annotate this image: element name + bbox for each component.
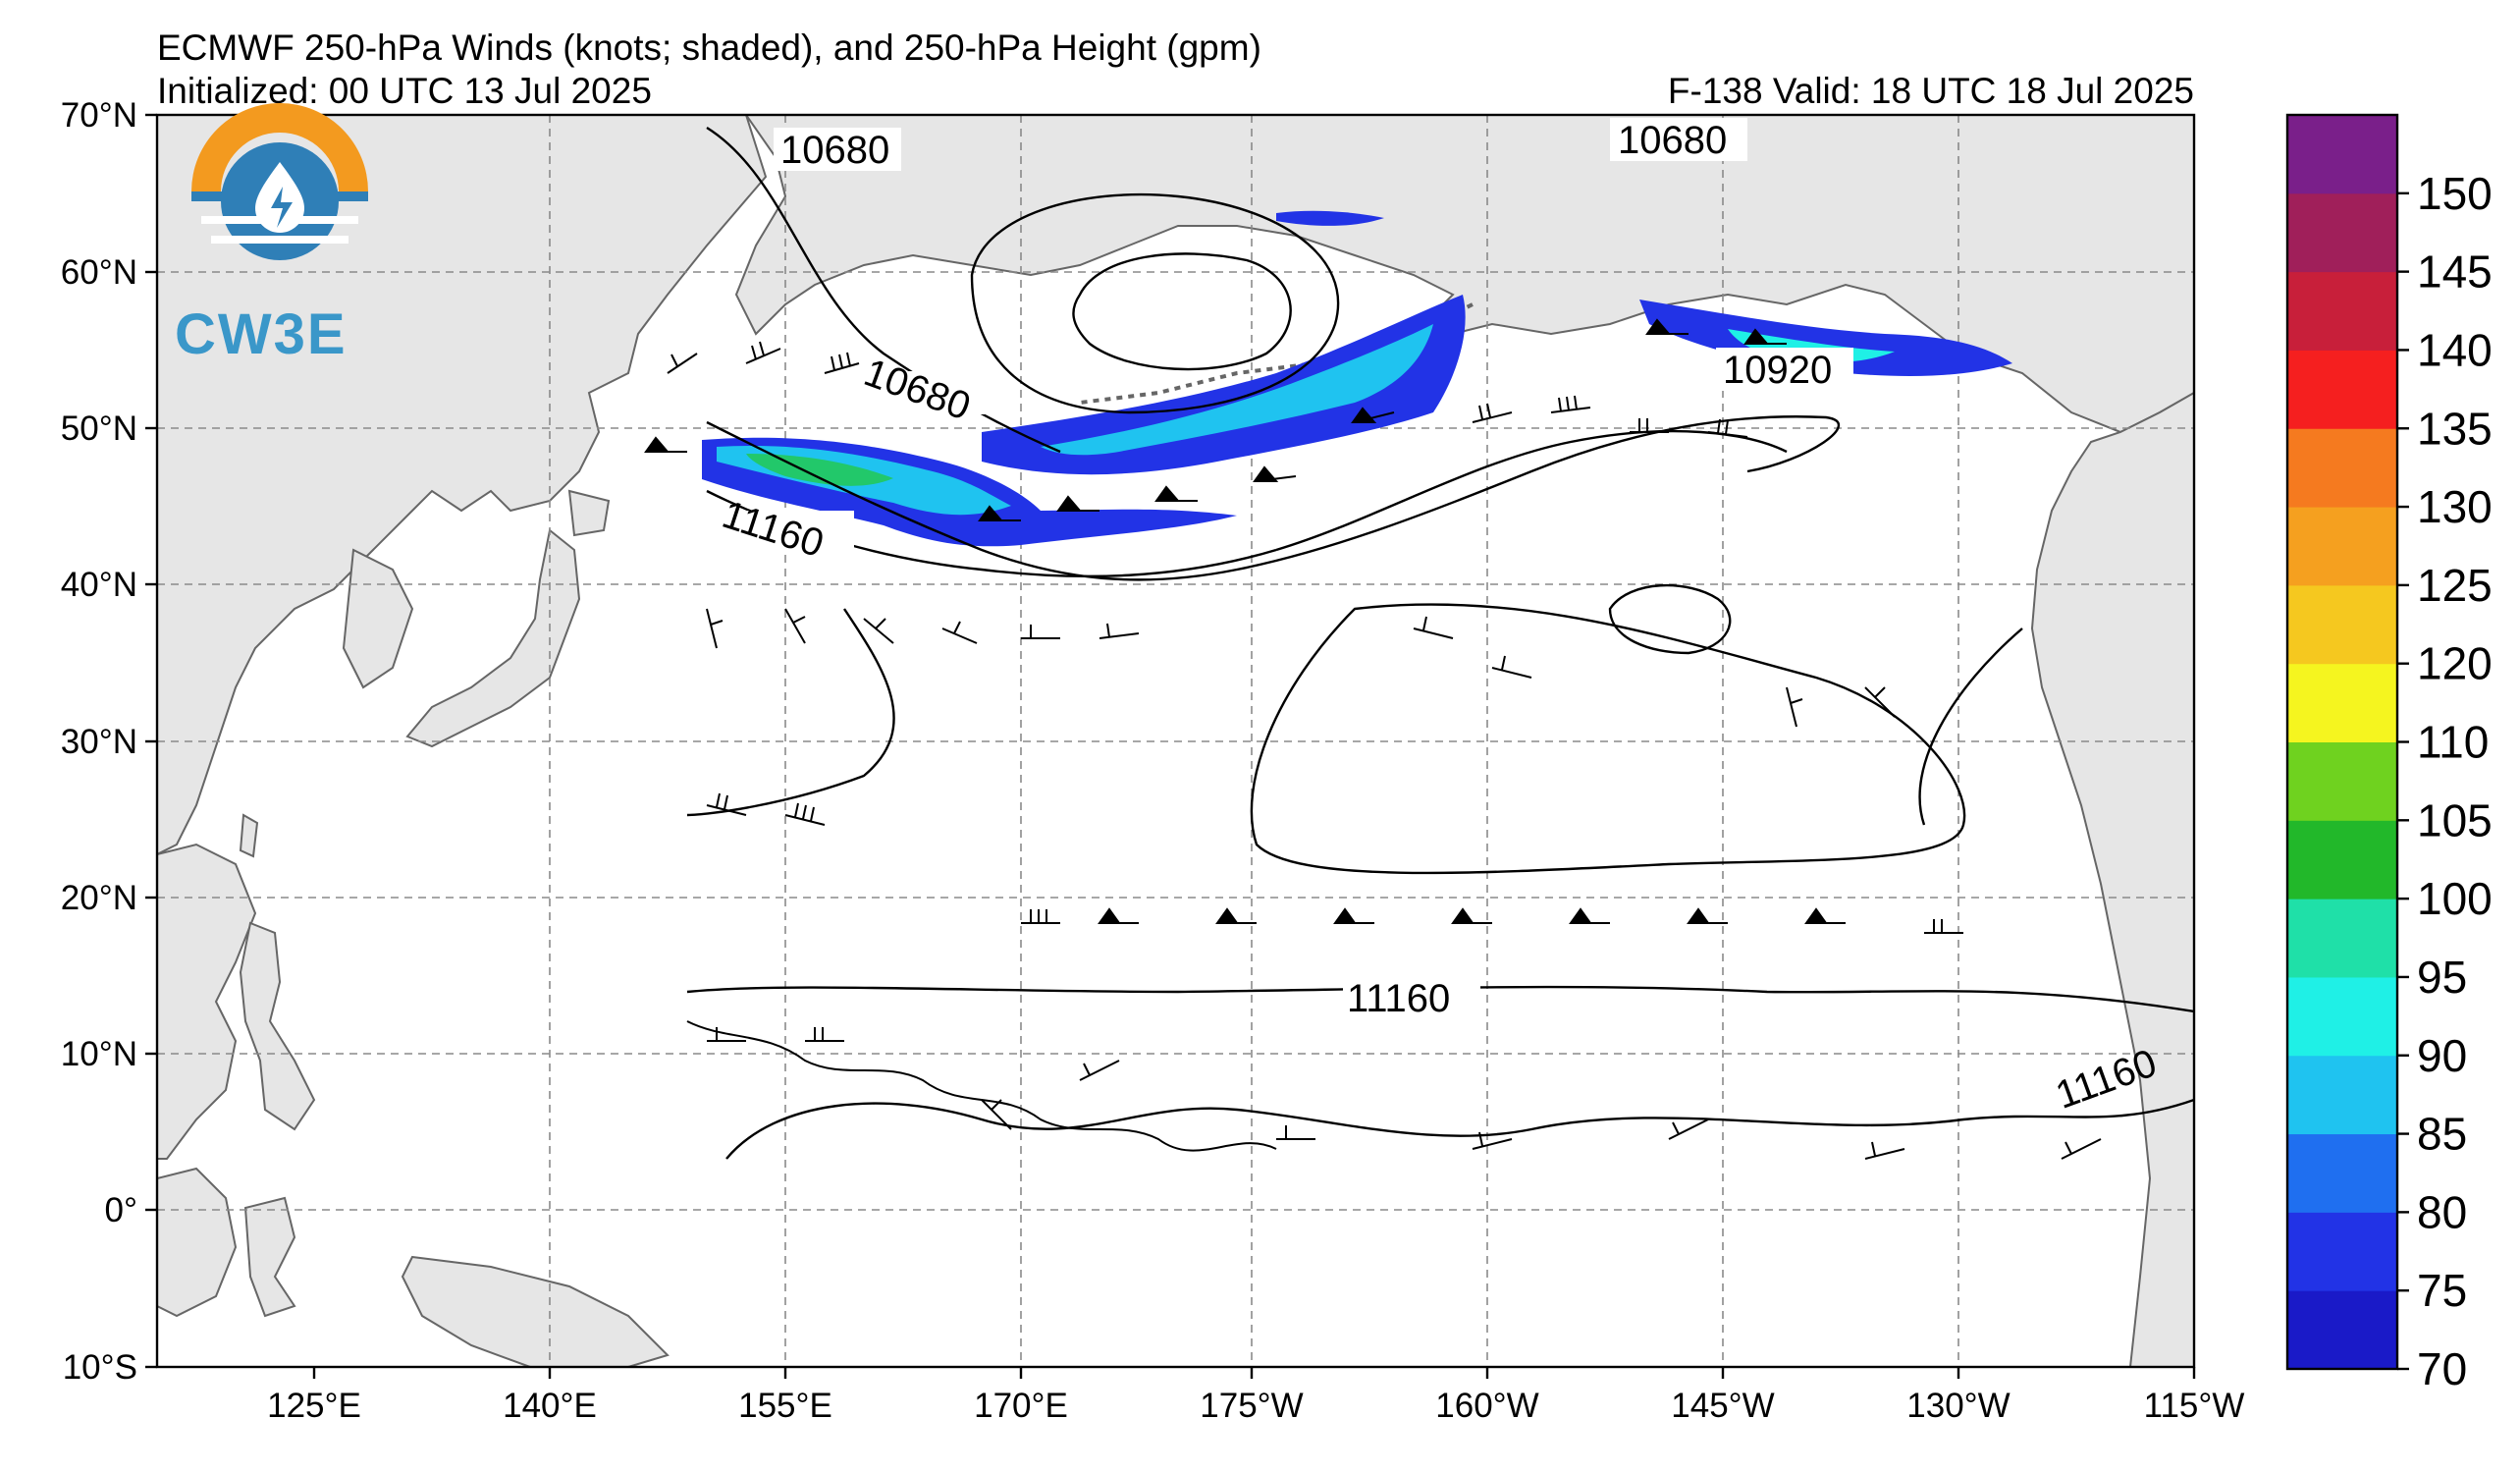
wind-barbs	[644, 318, 2102, 1160]
jet-streak-west-max	[746, 454, 893, 486]
lon-label: 175°W	[1200, 1387, 1303, 1425]
colorbar-swatch	[2287, 115, 2397, 194]
lat-label: 0°	[105, 1191, 137, 1229]
colorbar-swatch	[2287, 1055, 2397, 1135]
longitude-labels: 125°E 140°E 155°E 170°E 175°W 160°W 145°…	[267, 1387, 2244, 1425]
latitude-labels: 70°N 60°N 50°N 40°N 30°N 20°N 10°N 0° 10…	[61, 96, 137, 1387]
valid-time: F-138 Valid: 18 UTC 18 Jul 2025	[1667, 71, 2194, 111]
colorbar-swatch	[2287, 899, 2397, 978]
lon-label: 160°W	[1435, 1387, 1538, 1425]
contour-label-11160-b: 11160	[1347, 977, 1450, 1020]
colorbar-swatch	[2287, 584, 2397, 665]
lon-label: 125°E	[267, 1387, 361, 1425]
colorbar-swatch	[2287, 741, 2397, 821]
map-title: ECMWF 250-hPa Winds (knots; shaded), and…	[157, 27, 1261, 68]
colorbar-label: 135	[2417, 403, 2493, 454]
axis-ticks	[145, 113, 2196, 1379]
lat-label: 70°N	[61, 96, 137, 135]
lat-label: 10°N	[61, 1035, 137, 1073]
new-guinea-land	[401, 1255, 670, 1367]
lat-label: 50°N	[61, 409, 137, 448]
wind-barb-row-jet	[644, 318, 1787, 521]
colorbar-label: 150	[2417, 168, 2493, 219]
jet-streak-shading	[702, 210, 2012, 547]
philippines-land	[239, 921, 316, 1131]
colorbar-label: 110	[2417, 717, 2489, 768]
colorbar-label: 130	[2417, 481, 2493, 532]
lat-label: 20°N	[61, 879, 137, 917]
map-panel: 10680 10680 10680 10920 11160 11160 1116…	[157, 115, 2194, 1367]
lon-label: 115°W	[2144, 1387, 2245, 1425]
alaska-land	[734, 115, 2194, 434]
colorbar-label: 100	[2417, 873, 2493, 924]
japan-land	[405, 528, 581, 748]
north-america-land	[2030, 391, 2194, 1367]
colorbar-label: 105	[2417, 794, 2493, 846]
jet-streak-gulf-alaska	[1639, 300, 2012, 376]
lon-label: 170°E	[974, 1387, 1068, 1425]
wind-barb-row-subtropical	[706, 792, 1963, 934]
taiwan-land	[239, 813, 259, 858]
lon-label: 140°E	[503, 1387, 597, 1425]
wind-barb-row-north	[667, 341, 1748, 438]
lat-label: 30°N	[61, 723, 137, 761]
colorbar-label: 75	[2417, 1265, 2467, 1316]
colorbar-label: 80	[2417, 1186, 2467, 1237]
asia-land	[157, 115, 768, 856]
colorbar-swatch	[2287, 350, 2397, 429]
lat-label: 10°S	[63, 1348, 137, 1387]
colorbar-swatch	[2287, 663, 2397, 742]
china-land	[157, 843, 257, 1160]
lat-label: 40°N	[61, 566, 137, 604]
colorbar-swatch	[2287, 507, 2397, 586]
wind-barb-row-tropical	[707, 1027, 2102, 1160]
jet-streak-bering	[1276, 210, 1384, 226]
colorbar-swatch	[2287, 976, 2397, 1057]
lat-label: 60°N	[61, 253, 137, 292]
contour-label-10920: 10920	[1723, 349, 1832, 392]
lon-label: 130°W	[1906, 1387, 2010, 1425]
sulawesi-land	[243, 1196, 296, 1318]
tropical-contour	[686, 1020, 1277, 1152]
contour-label-10680-a: 10680	[780, 129, 889, 172]
colorbar-swatch	[2287, 192, 2397, 273]
colorbar-labels: 150 145 140 135 130 125 120 110 105 100 95 90 85 80 75…	[2397, 168, 2493, 1394]
colorbar-swatch	[2287, 1212, 2397, 1291]
colorbar-label: 120	[2417, 638, 2493, 689]
jet-streak-central-core	[1041, 324, 1433, 456]
colorbar	[2287, 115, 2397, 1370]
colorbar-label: 85	[2417, 1109, 2467, 1160]
colorbar-swatch	[2287, 1133, 2397, 1213]
colorbar-swatch	[2287, 820, 2397, 900]
colorbar-swatch	[2287, 1290, 2397, 1370]
colorbar-label: 95	[2417, 952, 2467, 1003]
colorbar-label: 140	[2417, 324, 2493, 375]
colorbar-label: 90	[2417, 1030, 2467, 1081]
borneo-land	[157, 1167, 238, 1318]
jet-streak-central	[982, 295, 1466, 475]
colorbar-label: 145	[2417, 246, 2493, 298]
colorbar-swatch	[2287, 428, 2397, 508]
logo-text: CW3E	[175, 302, 348, 366]
colorbar-label: 70	[2417, 1343, 2467, 1394]
water-drop-sun-logo-icon	[191, 103, 368, 260]
lon-label: 155°E	[738, 1387, 832, 1425]
initialized-time: Initialized: 00 UTC 13 Jul 2025	[157, 71, 652, 111]
wind-barb-row-mid	[706, 608, 1896, 728]
colorbar-swatch	[2287, 271, 2397, 351]
colorbar-label: 125	[2417, 560, 2493, 611]
hokkaido-land	[567, 489, 611, 537]
contour-label-10680-b: 10680	[1618, 119, 1727, 162]
lon-label: 145°W	[1671, 1387, 1774, 1425]
